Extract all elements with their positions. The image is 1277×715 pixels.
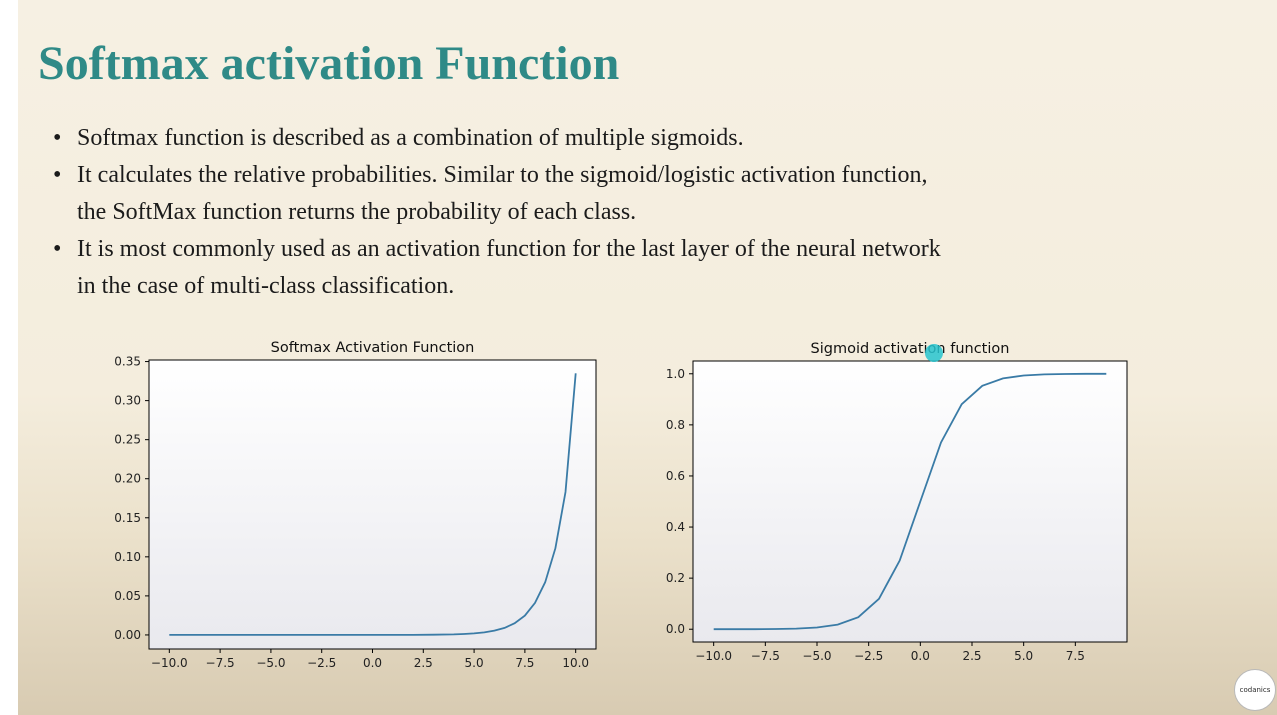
softmax-y-tick-label: 0.10	[114, 550, 141, 564]
softmax-x-tick-label: −7.5	[206, 656, 235, 670]
softmax-plot-area	[148, 359, 597, 650]
softmax-y-tick-label: 0.30	[114, 394, 141, 408]
softmax-series-line	[169, 373, 577, 636]
softmax-x-tick-label: 5.0	[465, 656, 484, 670]
bullet-item: It calculates the relative probabilities…	[53, 157, 953, 231]
logo-text: codanics	[1239, 686, 1271, 694]
softmax-y-tick-label: 0.00	[114, 628, 141, 642]
sigmoid-y-tick-label: 0.6	[666, 469, 685, 483]
sigmoid-chart: Sigmoid activation function −10.0 −7.5 −5.0…	[666, 341, 1128, 663]
softmax-x-tick-label: 10.0	[562, 656, 589, 670]
softmax-chart: Softmax Activation Function −10.0 −7.5 −5.0…	[114, 340, 597, 670]
softmax-y-tick-label: 0.15	[114, 511, 141, 525]
sigmoid-x-tick-label: −7.5	[751, 649, 780, 663]
sigmoid-y-tick-label: 0.8	[666, 418, 685, 432]
slide-title: Softmax activation Function	[38, 37, 620, 90]
softmax-y-tick-label: 0.35	[114, 355, 141, 369]
sigmoid-y-tick-label: 0.4	[666, 520, 685, 534]
bullet-item: It is most commonly used as an activatio…	[53, 231, 953, 305]
sigmoid-x-tick-label: −5.0	[802, 649, 831, 663]
sigmoid-y-tick-label: 0.2	[666, 571, 685, 585]
softmax-y-tick-label: 0.05	[114, 589, 141, 603]
codanics-logo: codanics	[1234, 669, 1276, 711]
sigmoid-x-tick-label: 0.0	[911, 649, 930, 663]
softmax-x-tick-label: 7.5	[515, 656, 534, 670]
softmax-y-tick-label: 0.20	[114, 472, 141, 486]
sigmoid-x-tick-label: −2.5	[854, 649, 883, 663]
softmax-x-tick-label: −2.5	[307, 656, 336, 670]
softmax-x-tick-label: 0.0	[363, 656, 382, 670]
sigmoid-x-tick-label: 5.0	[1014, 649, 1033, 663]
softmax-x-tick-label: −10.0	[151, 656, 188, 670]
sigmoid-y-tick-label: 0.0	[666, 622, 685, 636]
sigmoid-plot-area	[692, 360, 1128, 643]
sigmoid-x-tick-label: 2.5	[962, 649, 981, 663]
sigmoid-series-line	[713, 372, 1107, 631]
sigmoid-x-tick-label: 7.5	[1066, 649, 1085, 663]
softmax-x-tick-label: −5.0	[256, 656, 285, 670]
softmax-y-tick-label: 0.25	[114, 433, 141, 447]
bullet-item: Softmax function is described as a combi…	[53, 120, 953, 157]
sigmoid-x-tick-label: −10.0	[695, 649, 732, 663]
sigmoid-y-tick-label: 1.0	[666, 367, 685, 381]
cursor-dot	[925, 344, 943, 362]
softmax-chart-title: Softmax Activation Function	[271, 340, 475, 356]
softmax-x-tick-label: 2.5	[414, 656, 433, 670]
bullet-list: Softmax function is described as a combi…	[53, 120, 953, 305]
sigmoid-chart-title: Sigmoid activation function	[811, 341, 1010, 357]
